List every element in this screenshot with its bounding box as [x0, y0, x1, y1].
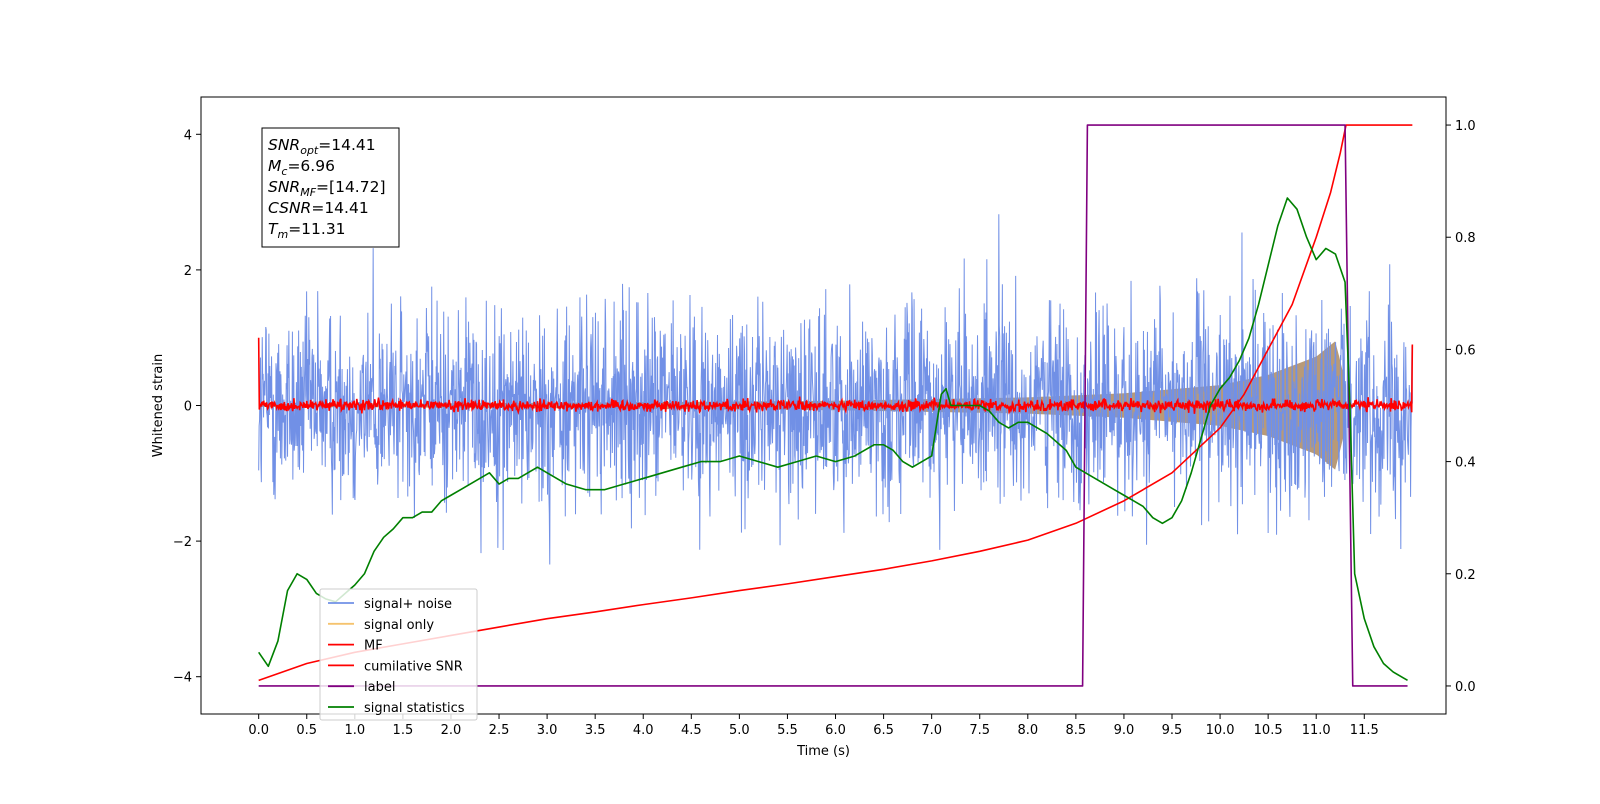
x-tick-label: 9.0	[1114, 723, 1135, 738]
x-tick-label: 3.0	[537, 723, 558, 738]
x-tick-label: 5.5	[777, 723, 798, 738]
annotation-line: SNRMF=[14.72]	[268, 178, 386, 199]
y-left-tick-label: −4	[173, 671, 192, 686]
annotation-line: CSNR=14.41	[268, 199, 369, 217]
label-line	[258, 124, 1408, 687]
y-left-tick-label: 4	[184, 128, 192, 143]
y-right-tick-label: 0.6	[1455, 343, 1476, 358]
x-tick-label: 1.0	[344, 723, 365, 738]
x-tick-label: 5.0	[729, 723, 750, 738]
x-tick-label: 0.5	[296, 723, 317, 738]
y-right-tick-label: 0.8	[1455, 231, 1476, 246]
x-tick-label: 2.0	[441, 723, 462, 738]
legend-label: cumilative SNR	[364, 659, 463, 674]
mf-line	[257, 337, 1414, 415]
y-left-tick-label: 0	[184, 400, 192, 415]
x-axis-label: Time (s)	[796, 744, 850, 759]
x-tick-label: 11.0	[1302, 723, 1331, 738]
legend-label: MF	[364, 639, 383, 654]
legend-label: signal statistics	[364, 701, 465, 716]
x-tick-label: 4.0	[633, 723, 654, 738]
legend-label: signal only	[364, 618, 434, 633]
y-right-tick-label: 0.0	[1455, 680, 1476, 695]
x-tick-label: 0.0	[248, 723, 269, 738]
x-tick-label: 2.5	[489, 723, 510, 738]
x-tick-label: 10.0	[1206, 723, 1235, 738]
annotation-line: Mc=6.96	[268, 157, 335, 178]
x-tick-label: 8.0	[1017, 723, 1038, 738]
x-tick-label: 9.5	[1162, 723, 1183, 738]
signal-statistics-line	[258, 197, 1408, 682]
x-tick-label: 6.5	[873, 723, 894, 738]
cumilative-snr-line	[258, 124, 1413, 682]
legend-label: signal+ noise	[364, 597, 452, 612]
x-tick-label: 7.5	[969, 723, 990, 738]
y-right-tick-label: 0.2	[1455, 568, 1476, 583]
x-tick-label: 1.5	[393, 723, 414, 738]
annotation-line: SNRopt=14.41	[268, 136, 376, 157]
y-axis-label: Whitened strain	[151, 354, 166, 457]
x-tick-label: 11.5	[1350, 723, 1379, 738]
signal-noise-line	[258, 214, 1413, 565]
x-tick-label: 7.0	[921, 723, 942, 738]
y-right-tick-label: 1.0	[1455, 119, 1476, 134]
x-tick-label: 4.5	[681, 723, 702, 738]
x-tick-label: 6.0	[825, 723, 846, 738]
annotation-box	[261, 127, 400, 248]
x-tick-label: 10.5	[1254, 723, 1283, 738]
x-tick-label: 3.5	[585, 723, 606, 738]
y-left-tick-label: 2	[184, 264, 192, 279]
annotation-line: Tm=11.31	[268, 220, 346, 241]
y-right-tick-label: 0.4	[1455, 456, 1476, 471]
y-left-tick-label: −2	[173, 535, 192, 550]
x-tick-label: 8.5	[1066, 723, 1087, 738]
legend-label: label	[364, 680, 395, 695]
legend-box	[319, 588, 478, 721]
